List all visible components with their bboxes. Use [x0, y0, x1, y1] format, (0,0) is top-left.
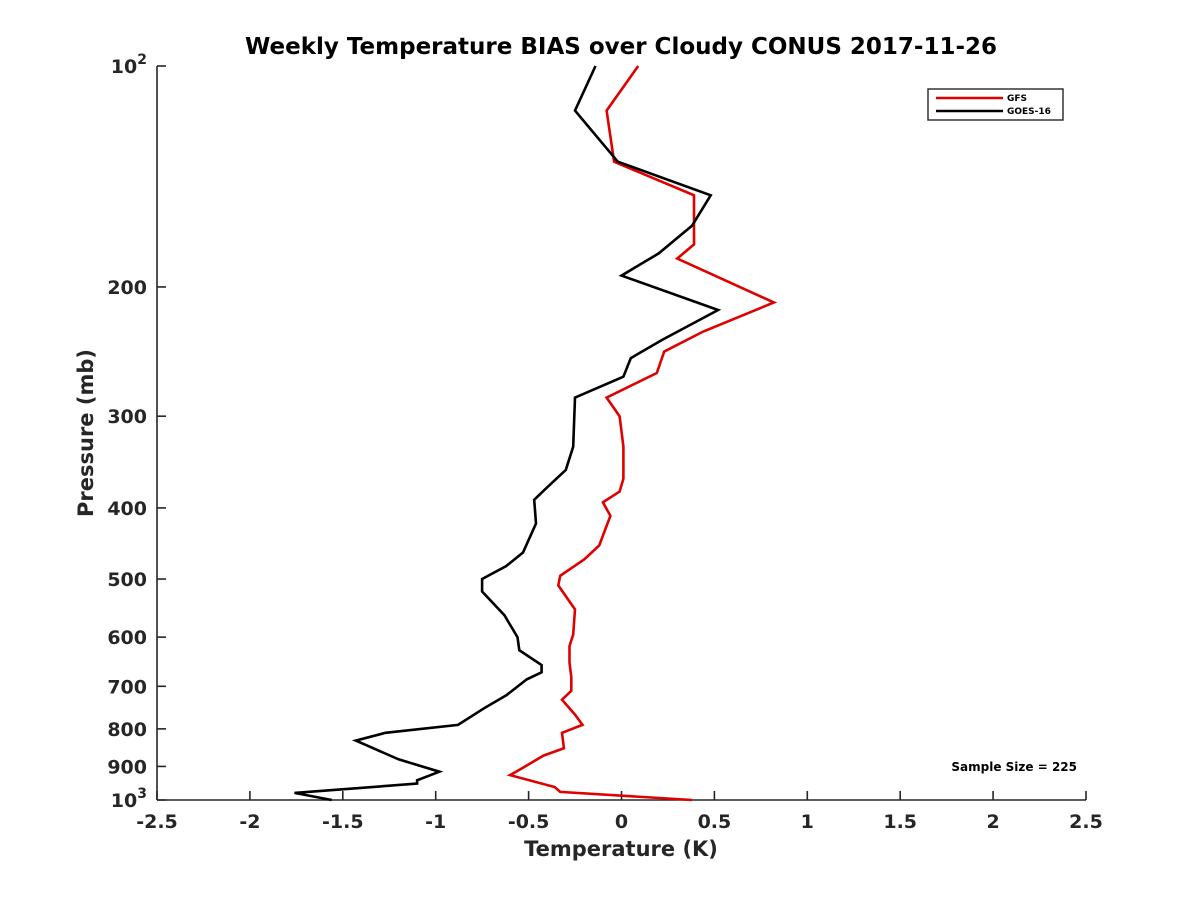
x-tick-label: -1.5 — [322, 811, 364, 833]
series-line-goes16 — [294, 65, 722, 802]
series-layer — [294, 65, 778, 802]
y-tick-label: 102 — [111, 52, 147, 78]
x-tick-label: 2.5 — [1069, 811, 1103, 833]
legend: GFS GOES-16 — [927, 88, 1064, 121]
y-axis-label: Pressure (mb) — [74, 349, 98, 517]
y-axis-ticks: 102 200 300 400 500 600 700 800 900 103 — [107, 52, 166, 812]
y-tick-label: 800 — [107, 719, 147, 741]
x-axis-label: Temperature (K) — [524, 837, 718, 861]
x-tick-label: -2 — [239, 811, 260, 833]
x-tick-label: -2.5 — [136, 811, 178, 833]
sample-size-annotation: Sample Size = 225 — [951, 760, 1077, 774]
legend-label-gfs: GFS — [1007, 94, 1027, 104]
y-tick-label: 200 — [107, 277, 147, 299]
x-axis-ticks: -2.5 -2 -1.5 -1 -0.5 0 0.5 1 1.5 2 2.5 — [136, 791, 1103, 833]
y-tick-label: 600 — [107, 627, 147, 649]
y-tick-label: 400 — [107, 498, 147, 520]
x-tick-label: 1 — [801, 811, 814, 833]
x-tick-label: -1 — [425, 811, 446, 833]
y-tick-label: 700 — [107, 676, 147, 698]
x-tick-label: -0.5 — [508, 811, 550, 833]
y-tick-label: 900 — [107, 756, 147, 778]
legend-box — [927, 88, 1064, 121]
x-tick-label: 0.5 — [698, 811, 732, 833]
x-tick-label: 2 — [986, 811, 999, 833]
series-line-gfs — [506, 65, 778, 802]
legend-label-goes16: GOES-16 — [1007, 107, 1051, 117]
y-tick-label: 500 — [107, 569, 147, 591]
x-tick-label: 0 — [615, 811, 628, 833]
x-tick-label: 1.5 — [883, 811, 917, 833]
y-tick-label: 103 — [111, 786, 147, 812]
y-tick-label: 300 — [107, 406, 147, 428]
chart-title: Weekly Temperature BIAS over Cloudy CONU… — [245, 34, 997, 60]
